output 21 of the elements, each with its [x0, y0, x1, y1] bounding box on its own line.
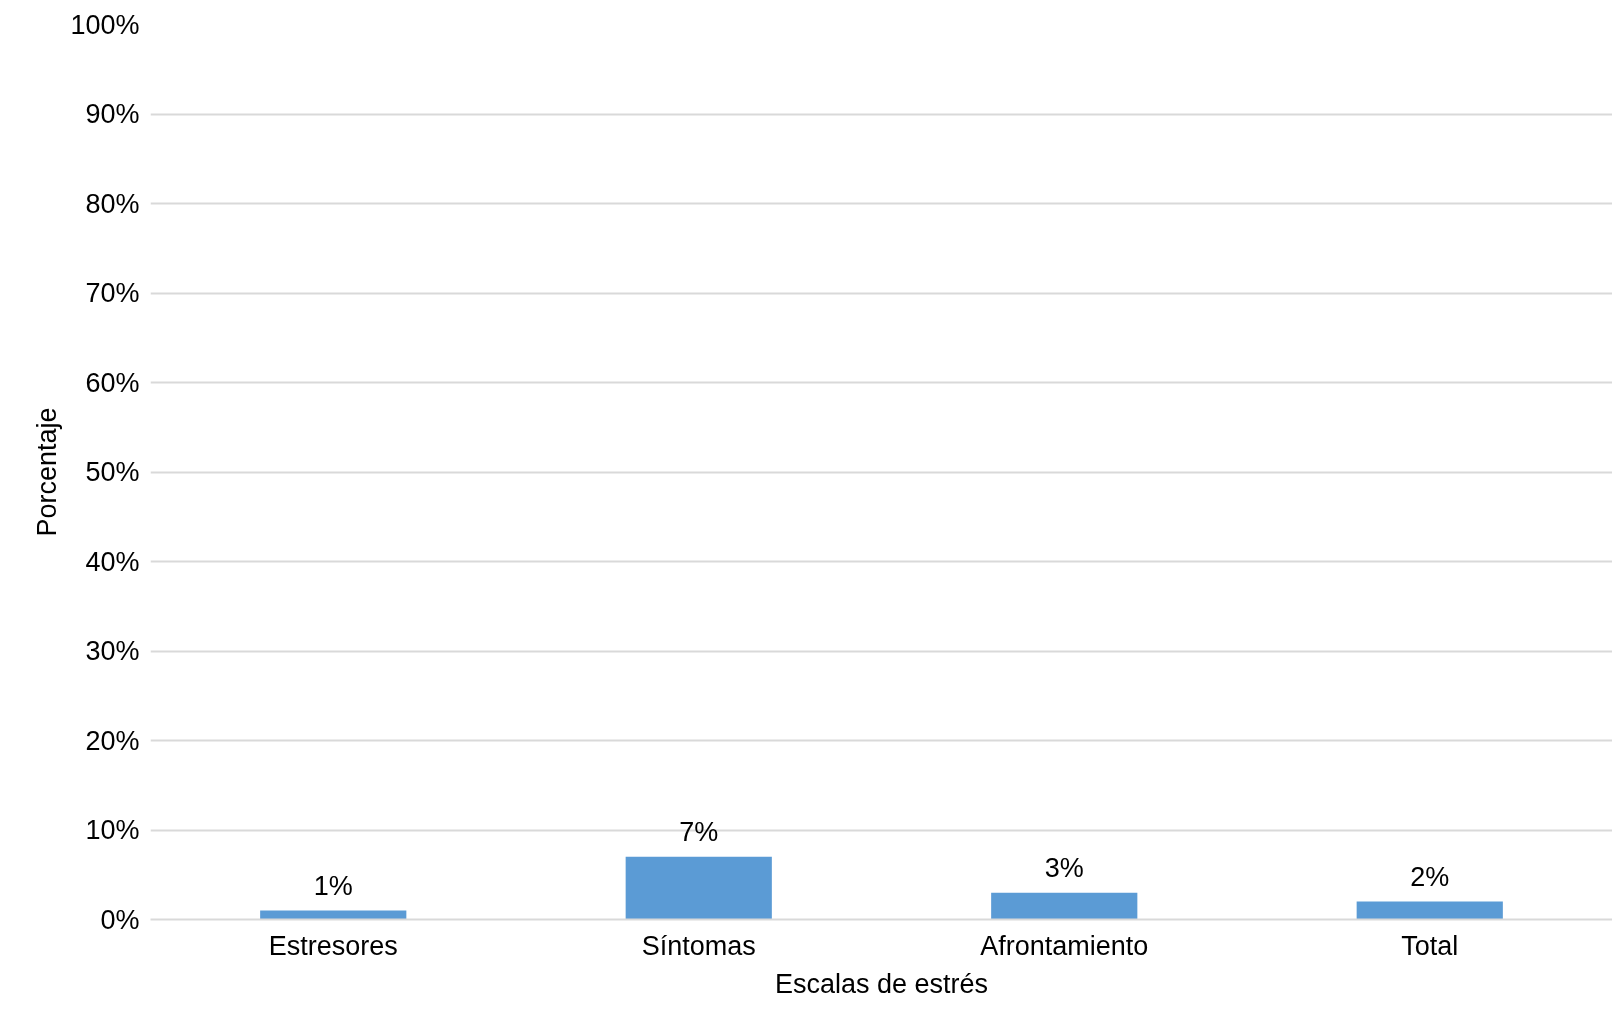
data-label: 2%	[1410, 861, 1450, 892]
x-axis-title: Escalas de estrés	[774, 968, 989, 999]
y-tick-label: 50%	[85, 457, 140, 487]
y-tick-label: 20%	[85, 725, 140, 756]
y-tick-label: 10%	[85, 815, 140, 845]
data-label: 1%	[313, 870, 353, 901]
y-axis-title: Porcentaje	[32, 407, 63, 537]
y-tick-label: 60%	[85, 367, 140, 398]
y-tick-label: 100%	[70, 9, 140, 40]
data-label: 7%	[679, 816, 719, 847]
x-tick-label: Afrontamiento	[980, 930, 1149, 961]
x-tick-label: Estresores	[268, 930, 398, 961]
y-tick-label: 80%	[85, 188, 140, 219]
y-tick-label: 40%	[85, 546, 140, 577]
x-tick-label: Total	[1401, 930, 1459, 961]
y-tick-label: 70%	[85, 278, 140, 308]
y-tick-label: 90%	[85, 99, 140, 129]
data-label: 3%	[1044, 852, 1084, 883]
y-tick-label: 30%	[85, 636, 140, 666]
y-tick-label: 0%	[100, 904, 140, 935]
x-tick-label: Síntomas	[641, 930, 756, 961]
